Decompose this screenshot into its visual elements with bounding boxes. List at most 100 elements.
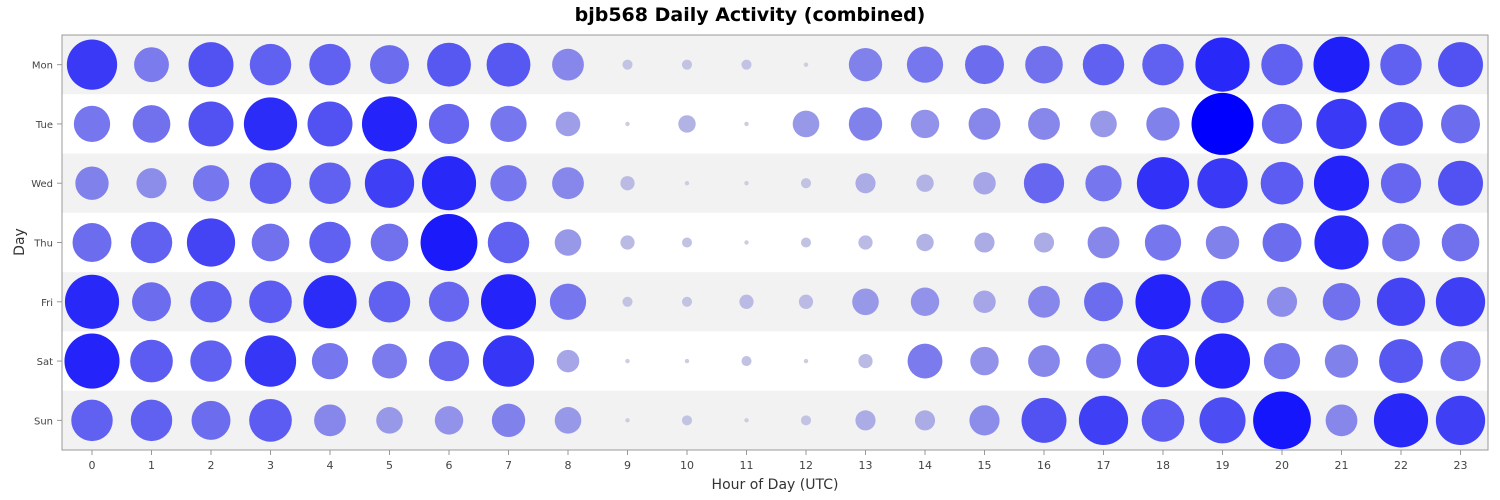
activity-bubble bbox=[1380, 43, 1422, 86]
day-label: Thu bbox=[33, 239, 53, 250]
activity-bubble bbox=[370, 223, 409, 262]
activity-bubble bbox=[681, 296, 693, 307]
activity-bubble bbox=[858, 235, 873, 250]
activity-bubble bbox=[243, 97, 298, 151]
chart-title: bjb568 Daily Activity (combined) bbox=[575, 4, 926, 26]
activity-bubble bbox=[622, 59, 633, 70]
activity-bubble bbox=[132, 282, 171, 322]
activity-bubble bbox=[486, 42, 531, 87]
activity-bubble bbox=[1028, 345, 1060, 377]
activity-bubble bbox=[1261, 103, 1303, 145]
day-label: Sun bbox=[34, 416, 53, 427]
x-tick-label: 14 bbox=[918, 459, 932, 472]
activity-bubble bbox=[368, 281, 411, 323]
activity-bubble bbox=[1136, 334, 1190, 388]
activity-bubble bbox=[1435, 277, 1486, 327]
activity-bubble bbox=[309, 43, 351, 86]
activity-bubble bbox=[910, 287, 940, 317]
activity-bubble bbox=[681, 59, 693, 70]
activity-bubble bbox=[906, 46, 944, 83]
row-band bbox=[62, 212, 1488, 273]
x-tick-label: 16 bbox=[1037, 459, 1051, 472]
activity-bubble bbox=[364, 158, 415, 208]
activity-bubble bbox=[852, 288, 879, 316]
x-tick-label: 9 bbox=[624, 459, 631, 472]
x-tick-label: 17 bbox=[1097, 459, 1111, 472]
activity-bubble bbox=[552, 167, 584, 200]
activity-bubble bbox=[1438, 42, 1483, 88]
x-tick-label: 8 bbox=[565, 459, 572, 472]
activity-bubble bbox=[800, 178, 812, 189]
activity-bubble bbox=[974, 232, 995, 253]
activity-bubble bbox=[1316, 98, 1367, 150]
activity-bubble bbox=[1435, 395, 1486, 445]
x-tick-label: 13 bbox=[859, 459, 873, 472]
activity-bubble bbox=[1379, 102, 1423, 146]
activity-bubble bbox=[188, 101, 234, 147]
activity-bubble bbox=[1441, 104, 1480, 144]
activity-bubble bbox=[490, 105, 527, 143]
activity-bubble bbox=[372, 343, 407, 379]
x-tick-label: 11 bbox=[740, 459, 754, 472]
activity-bubble bbox=[744, 418, 749, 423]
activity-bubble bbox=[739, 294, 754, 309]
activity-bubble bbox=[71, 399, 113, 442]
activity-bubble bbox=[625, 121, 630, 127]
activity-bubble bbox=[434, 406, 464, 435]
bubbles bbox=[64, 36, 1486, 450]
activity-bubble bbox=[554, 407, 582, 434]
row-band bbox=[62, 35, 1488, 95]
activity-bubble bbox=[858, 353, 873, 369]
activity-bubble bbox=[803, 62, 809, 67]
activity-bubble bbox=[1201, 280, 1244, 324]
activity-bubble bbox=[188, 42, 234, 88]
activity-bubble bbox=[376, 407, 403, 434]
activity-bubble bbox=[625, 418, 630, 423]
activity-bubble bbox=[309, 162, 351, 204]
activity-bubble bbox=[130, 339, 173, 383]
activity-bubble bbox=[1324, 344, 1359, 378]
activity-bubble bbox=[741, 59, 752, 70]
activity-bubble bbox=[1136, 157, 1190, 210]
activity-bubble bbox=[1086, 343, 1121, 379]
activity-bubble bbox=[549, 283, 587, 320]
activity-bubble bbox=[130, 221, 173, 264]
activity-bubble bbox=[249, 280, 292, 324]
activity-bubble bbox=[1021, 397, 1067, 443]
activity-bubble bbox=[1313, 155, 1370, 211]
activity-bubble bbox=[620, 235, 635, 250]
activity-bubble bbox=[186, 218, 236, 267]
activity-bubble bbox=[681, 415, 693, 426]
row-bands bbox=[62, 35, 1488, 450]
activity-bubble bbox=[1144, 224, 1182, 261]
day-label: Sat bbox=[37, 357, 53, 368]
activity-bubble bbox=[622, 296, 633, 307]
activity-bubble bbox=[1082, 43, 1125, 86]
x-tick-label: 18 bbox=[1156, 459, 1170, 472]
x-tick-label: 12 bbox=[799, 459, 813, 472]
activity-bubble bbox=[744, 121, 749, 127]
activity-bubble bbox=[1205, 225, 1240, 260]
activity-bubble bbox=[968, 108, 1001, 140]
activity-bubble bbox=[314, 404, 346, 437]
activity-bubble bbox=[1194, 333, 1251, 389]
x-tick-label: 22 bbox=[1394, 459, 1408, 472]
activity-bubble bbox=[64, 333, 120, 389]
activity-bubble bbox=[1263, 342, 1301, 380]
activity-bubble bbox=[244, 335, 297, 387]
activity-bubble bbox=[1135, 274, 1191, 330]
activity-bubble bbox=[744, 240, 749, 245]
activity-bubble bbox=[1380, 163, 1422, 204]
activity-bubble bbox=[800, 415, 812, 426]
activity-bubble bbox=[1199, 397, 1246, 444]
activity-bubble bbox=[1313, 36, 1370, 93]
activity-bubble bbox=[491, 403, 526, 438]
activity-bubble bbox=[1090, 110, 1117, 138]
x-axis-ticks: 0 1 2 3 4 5 6 7 8 9 10 11 12 13 14 15 16 17 18 19 20 21 22 23 bbox=[89, 450, 1468, 472]
activity-bubble bbox=[969, 405, 1000, 436]
x-tick-label: 20 bbox=[1275, 459, 1289, 472]
activity-bubble bbox=[1197, 158, 1248, 209]
activity-bubble bbox=[1195, 37, 1250, 92]
activity-bubble bbox=[190, 281, 232, 323]
